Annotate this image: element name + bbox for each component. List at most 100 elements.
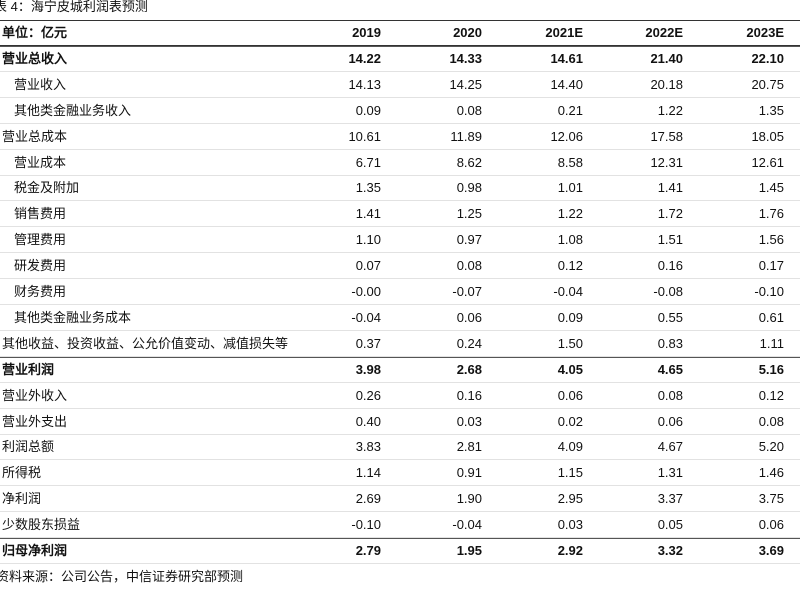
cell-value: 1.01 xyxy=(557,180,583,196)
cell-value: 10.61 xyxy=(348,128,381,144)
cell-value: 1.45 xyxy=(758,180,784,196)
cell-value: 2.69 xyxy=(355,491,381,507)
cell-value: 1.14 xyxy=(355,465,381,481)
cell-value: 14.13 xyxy=(348,76,381,92)
cell-value: 0.03 xyxy=(557,517,583,533)
row-label: 利润总额 xyxy=(2,439,55,455)
cell-value: 8.58 xyxy=(557,154,583,170)
header-cell: 2020 xyxy=(453,25,482,40)
table-row xyxy=(0,253,800,280)
table-row xyxy=(0,434,800,461)
cell-value: 3.32 xyxy=(657,543,683,558)
cell-value: 0.08 xyxy=(657,387,683,403)
cell-value: 1.51 xyxy=(657,232,683,248)
cell-value: 1.35 xyxy=(758,102,784,118)
row-label: 所得税 xyxy=(2,465,42,481)
cell-value: 1.10 xyxy=(355,232,381,248)
cell-value: 4.09 xyxy=(557,439,583,455)
cell-value: 2.95 xyxy=(557,491,583,507)
cell-value: 18.05 xyxy=(751,128,784,144)
table-row xyxy=(0,538,800,564)
cell-value: 0.09 xyxy=(557,309,583,325)
cell-value: 5.20 xyxy=(758,439,784,455)
cell-value: 1.25 xyxy=(456,206,482,222)
cell-value: 1.46 xyxy=(758,465,784,481)
table-row xyxy=(0,409,800,435)
cell-value: 0.12 xyxy=(758,387,784,403)
cell-value: 4.65 xyxy=(657,361,683,377)
cell-value: 1.50 xyxy=(557,335,583,351)
cell-value: 8.62 xyxy=(456,154,482,170)
cell-value: 11.89 xyxy=(450,128,482,144)
cell-value: 14.25 xyxy=(449,76,482,92)
table-row xyxy=(0,512,800,539)
cell-value: 1.22 xyxy=(557,206,583,222)
cell-value: 14.61 xyxy=(550,50,583,66)
row-label: 其他收益、投资收益、公允价值变动、减值损失等 xyxy=(2,335,289,351)
row-label: 研发费用 xyxy=(14,258,67,274)
cell-value: 3.69 xyxy=(758,543,784,558)
cell-value: 1.41 xyxy=(355,206,381,222)
cell-value: 1.76 xyxy=(758,206,784,222)
cell-value: -0.10 xyxy=(754,284,784,299)
cell-value: 20.75 xyxy=(751,76,784,92)
cell-value: 2.92 xyxy=(557,543,583,558)
cell-value: -0.10 xyxy=(351,517,381,533)
header-cell: 2022E xyxy=(645,25,683,40)
cell-value: 0.09 xyxy=(355,102,381,118)
table-row xyxy=(0,383,800,409)
header-cell: 2019 xyxy=(352,25,381,40)
table-row xyxy=(0,98,800,124)
cell-value: 5.16 xyxy=(758,361,784,377)
cell-value: 1.72 xyxy=(657,206,683,222)
cell-value: 2.79 xyxy=(355,543,381,558)
row-label: 归母净利润 xyxy=(2,543,68,558)
cell-value: 1.08 xyxy=(557,232,583,248)
cell-value: 0.06 xyxy=(657,413,683,429)
cell-value: 4.67 xyxy=(657,439,683,455)
cell-value: 0.37 xyxy=(355,335,381,351)
cell-value: 12.31 xyxy=(650,154,683,170)
cell-value: 14.33 xyxy=(449,50,482,66)
row-label: 管理费用 xyxy=(14,232,67,248)
cell-value: 0.26 xyxy=(355,387,381,403)
cell-value: 2.81 xyxy=(456,439,482,455)
cell-value: 0.08 xyxy=(758,413,784,429)
cell-value: 0.07 xyxy=(355,258,381,274)
cell-value: 0.12 xyxy=(557,258,583,274)
cell-value: 12.06 xyxy=(550,128,583,144)
table-row xyxy=(0,331,800,357)
table-row xyxy=(0,356,800,383)
cell-value: 0.06 xyxy=(758,517,784,533)
cell-value: 0.40 xyxy=(355,413,381,429)
row-label: 营业总收入 xyxy=(2,50,68,66)
cell-value: 0.06 xyxy=(456,309,482,325)
table-row xyxy=(0,124,800,150)
cell-value: 0.91 xyxy=(456,465,482,481)
cell-value: -0.00 xyxy=(351,284,381,299)
table-row xyxy=(0,227,800,254)
table-title: 表 4：海宁皮城利润表预测 xyxy=(0,0,148,14)
cell-value: 3.37 xyxy=(657,491,683,507)
header-row xyxy=(0,20,800,46)
cell-value: 0.83 xyxy=(657,335,683,351)
cell-value: 0.24 xyxy=(456,335,482,351)
cell-value: 1.90 xyxy=(456,491,482,507)
row-label: 营业利润 xyxy=(2,361,55,377)
cell-value: 0.55 xyxy=(657,309,683,325)
cell-value: 6.71 xyxy=(355,154,381,170)
table-row xyxy=(0,486,800,513)
cell-value: 14.22 xyxy=(348,50,381,66)
cell-value: 0.98 xyxy=(456,180,482,196)
table-row xyxy=(0,150,800,176)
cell-value: 1.56 xyxy=(758,232,784,248)
cell-value: 1.31 xyxy=(657,465,683,481)
cell-value: 17.58 xyxy=(650,128,683,144)
row-label: 营业收入 xyxy=(14,76,67,92)
cell-value: 14.40 xyxy=(550,76,583,92)
cell-value: 0.02 xyxy=(557,413,583,429)
cell-value: 0.97 xyxy=(456,232,482,248)
cell-value: 0.16 xyxy=(657,258,683,274)
cell-value: -0.04 xyxy=(553,284,583,299)
cell-value: 0.17 xyxy=(758,258,784,274)
